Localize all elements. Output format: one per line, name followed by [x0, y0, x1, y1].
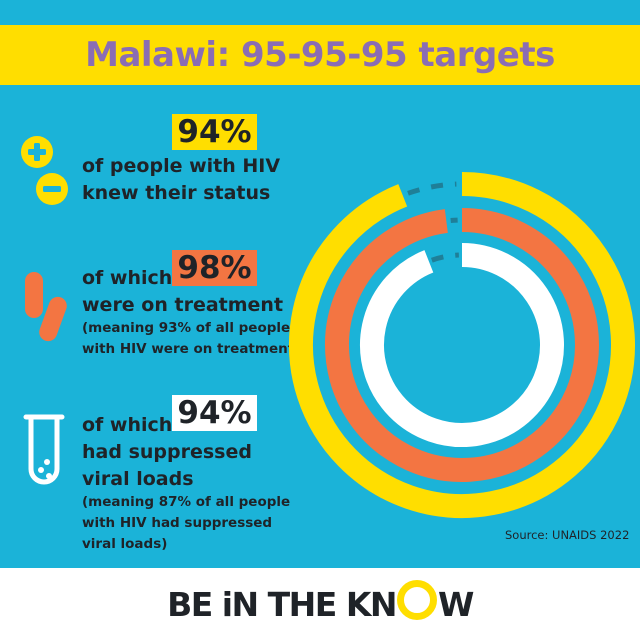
page-title: Malawi: 95-95-95 targets	[85, 35, 555, 75]
section-suppressed-note: (meaning 87% of all people with HIV had …	[82, 492, 290, 555]
text-line: knew their status	[82, 182, 271, 204]
text-line: were on treatment	[82, 294, 284, 316]
pills-icon	[25, 272, 67, 342]
be-in-the-know-logo: BE iN THE KN W	[167, 580, 474, 624]
note-line: with HIV were on treatment)	[82, 341, 301, 357]
percent-badge-suppressed: 94%	[172, 395, 257, 431]
text-line: of people with HIV	[82, 155, 281, 177]
footer: BE iN THE KN W	[0, 568, 640, 640]
note-line: viral loads)	[82, 536, 168, 552]
section-treatment-text: of which were on treatment	[82, 265, 283, 319]
ring-bar-1	[289, 172, 635, 518]
section-suppressed-text: of which had suppressed viral loads	[82, 412, 252, 493]
text-line: of which	[82, 414, 173, 436]
title-band: Malawi: 95-95-95 targets	[0, 25, 640, 85]
note-line: (meaning 87% of all people	[82, 494, 291, 510]
ring-bar-3	[360, 243, 564, 447]
text-line: had suppressed	[82, 441, 252, 463]
source-text: Source: UNAIDS 2022	[505, 528, 630, 542]
section-status-text: of people with HIV knew their status	[82, 153, 280, 207]
percent-badge-status: 94%	[172, 114, 257, 150]
note-line: with HIV had suppressed	[82, 515, 273, 531]
ring-remainder-3	[430, 252, 460, 263]
note-line: (meaning 93% of all people	[82, 320, 291, 336]
text-line: of which	[82, 267, 173, 289]
section-treatment-note: (meaning 93% of all people with HIV were…	[82, 318, 300, 360]
percent-badge-treatment: 98%	[172, 250, 257, 286]
text-line: viral loads	[82, 468, 194, 490]
plus-minus-icon	[21, 136, 68, 205]
ring-remainder-1	[407, 181, 457, 196]
ring-bar-2	[325, 208, 599, 482]
test-tube-icon	[23, 414, 65, 485]
